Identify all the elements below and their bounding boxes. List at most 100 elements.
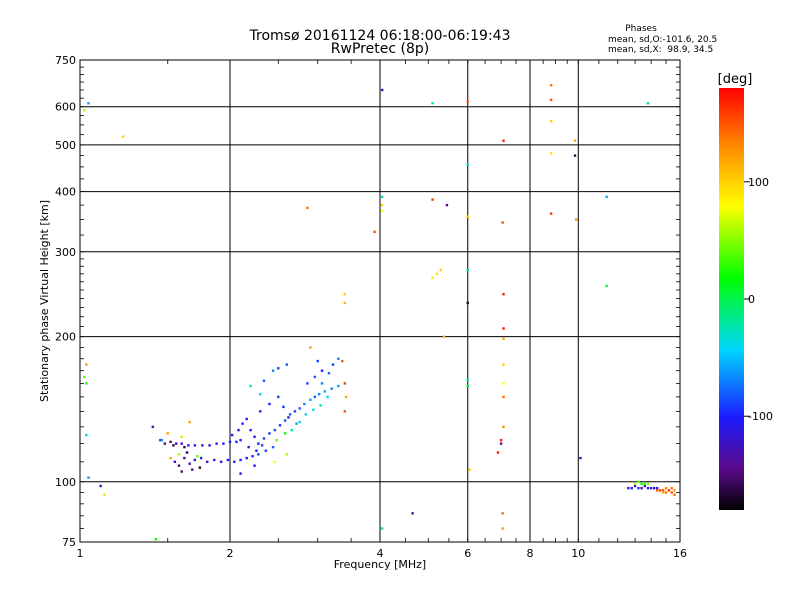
data-point xyxy=(323,390,327,393)
data-point xyxy=(309,398,312,401)
data-point xyxy=(431,276,434,279)
data-point xyxy=(502,363,505,366)
data-point xyxy=(275,438,278,442)
colorbar-tick-label: 0 xyxy=(748,293,755,306)
data-point xyxy=(380,527,384,530)
data-points xyxy=(83,83,676,541)
data-point xyxy=(337,357,340,360)
data-point xyxy=(180,442,183,445)
data-point xyxy=(313,395,317,399)
y-tick-label: 750 xyxy=(55,54,76,67)
data-point xyxy=(664,486,668,490)
data-point xyxy=(306,206,309,210)
data-point xyxy=(549,98,553,102)
data-point xyxy=(640,482,643,486)
x-tick-label: 1 xyxy=(77,547,84,560)
data-point xyxy=(667,489,671,492)
data-point xyxy=(241,422,244,425)
data-point xyxy=(249,384,252,388)
data-point xyxy=(277,367,280,370)
data-point xyxy=(268,432,271,435)
data-point xyxy=(183,445,186,449)
data-point xyxy=(253,464,256,467)
x-tick-label: 6 xyxy=(464,547,471,560)
data-point xyxy=(658,489,662,492)
data-point xyxy=(330,387,333,390)
data-point xyxy=(627,486,630,490)
data-point xyxy=(670,486,673,490)
data-point xyxy=(549,119,553,123)
data-point xyxy=(188,462,191,465)
x-tick-label: 10 xyxy=(571,547,585,560)
data-point xyxy=(239,438,242,442)
data-point xyxy=(199,456,203,460)
data-point xyxy=(496,451,500,454)
data-point xyxy=(499,442,503,445)
data-point xyxy=(442,335,446,338)
data-point xyxy=(253,435,256,438)
data-point xyxy=(633,482,637,486)
data-point xyxy=(226,458,230,462)
data-point xyxy=(573,154,577,157)
data-point xyxy=(670,491,673,494)
data-point xyxy=(649,486,653,490)
data-point xyxy=(201,444,204,447)
data-point xyxy=(193,444,197,447)
data-point xyxy=(285,453,288,456)
data-point xyxy=(187,444,190,447)
data-point xyxy=(151,425,155,429)
data-point xyxy=(319,404,322,407)
data-point xyxy=(271,445,275,449)
data-point xyxy=(380,203,384,207)
data-point xyxy=(233,460,236,464)
data-point xyxy=(605,195,608,199)
data-point xyxy=(154,538,158,541)
data-point xyxy=(320,369,324,372)
data-point xyxy=(166,432,169,435)
data-point xyxy=(247,445,250,449)
data-point xyxy=(287,416,290,419)
data-point xyxy=(251,454,254,458)
data-point xyxy=(83,375,86,379)
data-point xyxy=(303,402,306,406)
data-point xyxy=(273,428,276,432)
data-point xyxy=(245,417,248,421)
colorbar-gradient xyxy=(719,88,744,510)
data-point xyxy=(283,432,287,435)
data-point xyxy=(99,484,102,488)
data-point xyxy=(260,444,264,447)
x-tick-label: 8 xyxy=(527,547,534,560)
data-point xyxy=(673,489,676,492)
data-point xyxy=(160,438,164,442)
data-point xyxy=(268,402,271,406)
data-point xyxy=(502,139,505,142)
data-point xyxy=(344,395,348,399)
data-point xyxy=(257,453,260,456)
data-point xyxy=(466,378,469,381)
data-point xyxy=(290,428,293,432)
data-point xyxy=(295,422,298,425)
data-point xyxy=(191,468,194,471)
data-point xyxy=(579,456,582,460)
data-point xyxy=(219,460,223,464)
data-point xyxy=(239,472,242,475)
colorbar-ticks: 100 0 -100 xyxy=(744,176,773,423)
data-point xyxy=(380,209,384,212)
data-point xyxy=(643,482,647,486)
data-point xyxy=(499,438,503,442)
data-point xyxy=(259,392,262,396)
data-point xyxy=(277,395,280,399)
data-point xyxy=(673,493,676,496)
data-point xyxy=(278,424,282,427)
data-point xyxy=(331,363,335,366)
data-point xyxy=(262,437,266,440)
data-point xyxy=(637,486,640,490)
data-point xyxy=(188,420,191,424)
data-point xyxy=(173,460,177,464)
data-point xyxy=(255,449,258,452)
data-point xyxy=(245,456,248,460)
data-point xyxy=(640,486,643,490)
data-point xyxy=(380,195,384,199)
data-point xyxy=(646,486,650,490)
y-axis-label: Stationary phase Virtual Height [km] xyxy=(38,200,51,402)
